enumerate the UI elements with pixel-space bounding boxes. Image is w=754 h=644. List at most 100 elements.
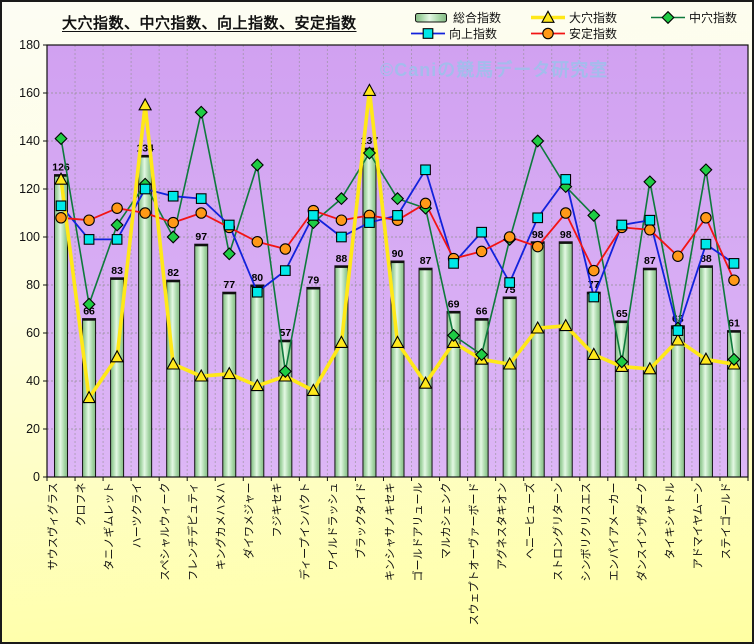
marker-diamond-icon <box>447 328 461 342</box>
page-title: 大穴指数、中穴指数、向上指数、安定指数 <box>62 15 357 32</box>
bar-value-label: 87 <box>420 255 432 267</box>
marker-diamond-icon <box>110 218 124 232</box>
marker-square-icon <box>422 28 434 39</box>
marker-circle-icon <box>167 216 179 229</box>
x-axis-label: アグネスタキオン <box>496 482 509 570</box>
legend-label: 総合指数 <box>453 11 502 25</box>
x-axis-label: キンシャサノキセキ <box>384 482 396 581</box>
marker-triangle-icon <box>54 172 68 185</box>
bar <box>530 241 545 478</box>
x-axis-label: ディープインパクト <box>299 482 312 580</box>
bar-value-label: 77 <box>588 279 600 291</box>
bar-value-label: 65 <box>616 308 628 320</box>
marker-square-icon <box>448 258 459 269</box>
x-axis-label: ストロングリターン <box>552 482 565 581</box>
y-axis-label: 40 <box>26 373 40 388</box>
marker-triangle-icon <box>530 320 545 334</box>
legend-label: 向上指数 <box>449 27 498 41</box>
marker-circle-icon <box>588 264 600 277</box>
legend-item-bar: 総合指数 <box>414 10 501 25</box>
marker-square-icon <box>616 219 628 231</box>
bar-value-label: 90 <box>392 248 404 260</box>
y-axis-label: 120 <box>19 181 40 196</box>
marker-triangle-icon <box>194 368 209 382</box>
bar-value-label: 61 <box>728 318 740 330</box>
marker-circle-icon <box>531 240 544 253</box>
marker-square-icon <box>644 214 656 226</box>
x-axis-label: タニノギムレット <box>103 482 116 570</box>
x-axis-label: ゴールドアリュール <box>412 482 425 581</box>
bar-value-label: 66 <box>83 306 95 318</box>
x-axis-label: シンボリクリスエス <box>580 482 593 581</box>
marker-circle-icon <box>672 250 684 262</box>
marker-diamond-icon <box>334 192 348 206</box>
marker-triangle-icon <box>502 356 517 370</box>
marker-circle-icon <box>419 197 432 210</box>
marker-diamond-icon <box>278 364 292 378</box>
marker-square-icon <box>111 234 123 245</box>
plot-frame <box>46 44 749 478</box>
marker-diamond-icon <box>727 352 741 366</box>
bar-value-label: 97 <box>195 231 207 243</box>
bar-value-label: 83 <box>111 265 123 277</box>
marker-square-icon <box>672 325 684 336</box>
marker-square-icon <box>139 183 151 195</box>
marker-triangle-icon <box>642 361 657 375</box>
marker-triangle-icon <box>558 318 573 332</box>
y-axis-label: 140 <box>19 133 40 148</box>
marker-triangle-icon <box>138 97 153 111</box>
x-axis-label: スペシャルウィーク <box>159 482 172 581</box>
marker-triangle-icon <box>250 378 265 392</box>
x-axis-label: ブラックタイド <box>355 482 368 559</box>
marker-triangle-icon <box>306 383 321 396</box>
marker-square-icon <box>504 277 516 288</box>
marker-triangle-icon <box>110 349 125 363</box>
marker-square-icon <box>279 265 291 276</box>
bar <box>614 320 629 478</box>
y-axis-label: 60 <box>26 325 40 340</box>
bar <box>194 243 209 478</box>
bar-value-label: 66 <box>476 306 488 318</box>
y-axis-label: 160 <box>19 85 40 100</box>
marker-diamond-icon <box>362 146 377 160</box>
y-axis-label: 100 <box>19 229 40 244</box>
bar-value-label: 57 <box>279 327 291 339</box>
x-axis-label: ダイワメジャー <box>243 482 256 559</box>
marker-circle-icon <box>83 214 95 226</box>
x-axis-label: マルカシェンク <box>440 482 453 559</box>
marker-circle-icon <box>195 207 207 219</box>
bar <box>362 147 377 478</box>
legend-item-square: 向上指数 <box>410 26 497 41</box>
marker-triangle-icon <box>418 376 433 389</box>
bar <box>474 318 489 478</box>
marker-circle-icon <box>644 224 656 236</box>
bar <box>418 267 433 478</box>
marker-circle-icon <box>700 212 712 224</box>
bar-value-label: 77 <box>223 279 235 291</box>
marker-square-icon <box>364 217 375 228</box>
marker-diamond-icon <box>222 247 236 261</box>
legend-swatch-triangle-icon <box>531 10 565 23</box>
marker-circle-icon <box>542 27 554 40</box>
marker-square-icon <box>336 231 347 243</box>
marker-square-icon <box>83 234 95 245</box>
bar <box>502 296 517 478</box>
x-axis-label: クロフネ <box>75 482 88 526</box>
marker-square-icon <box>560 174 572 185</box>
legend-label: 安定指数 <box>569 27 618 41</box>
marker-circle-icon <box>728 274 740 286</box>
marker-diamond-icon <box>531 134 545 148</box>
legend-item-diamond: 中穴指数 <box>650 10 737 25</box>
marker-triangle-icon <box>166 356 181 370</box>
bar-value-label: 69 <box>448 298 460 310</box>
x-axis-label: ヘニーヒューズ <box>524 482 537 559</box>
marker-square-icon <box>532 212 544 224</box>
marker-circle-icon <box>475 245 488 258</box>
bar <box>670 325 685 478</box>
marker-circle-icon <box>111 202 123 214</box>
marker-diamond-icon <box>390 192 405 206</box>
bar-value-label: 88 <box>336 253 348 265</box>
x-axis-label: フジキセキ <box>271 482 284 537</box>
